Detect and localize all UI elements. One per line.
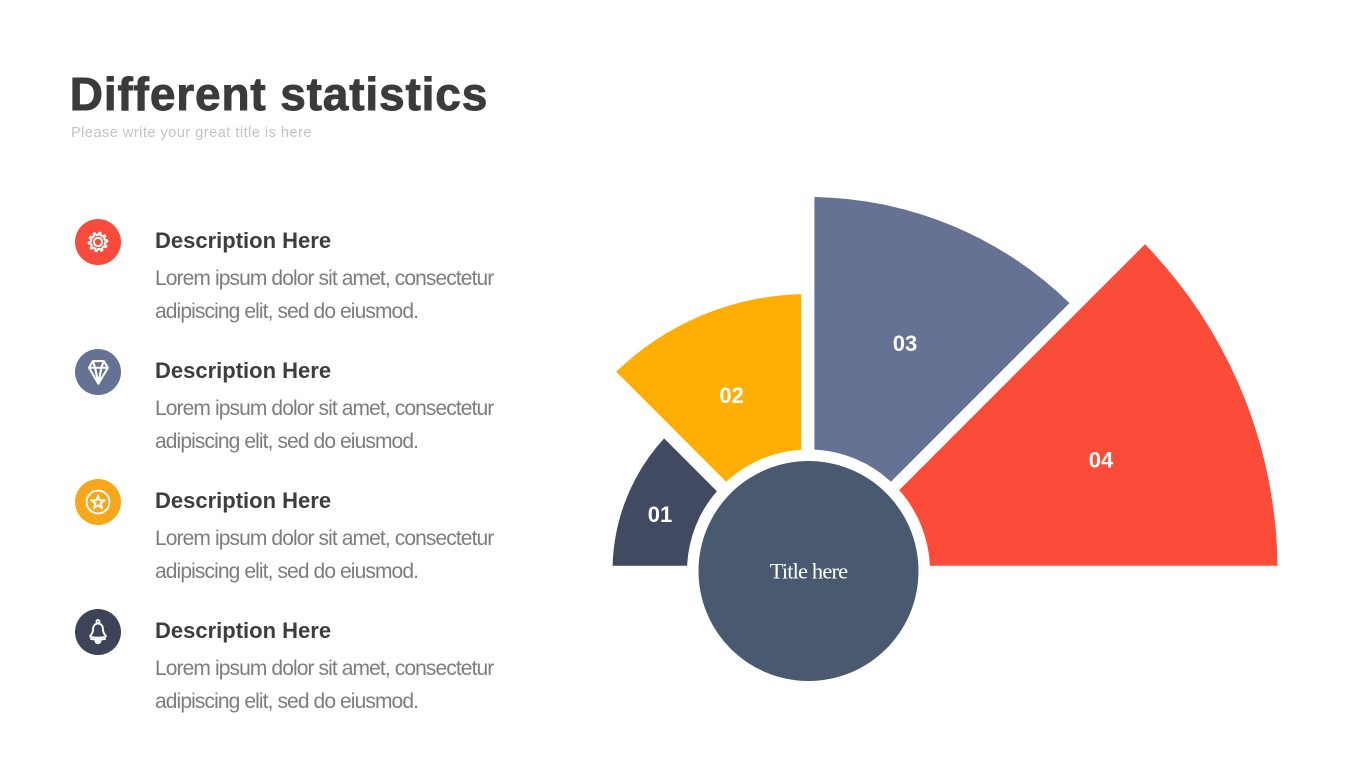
svg-text:03: 03 [893,331,917,356]
svg-text:04: 04 [1089,447,1114,472]
svg-text:Title here: Title here [770,559,848,584]
svg-text:02: 02 [719,383,743,408]
svg-text:01: 01 [648,502,672,527]
